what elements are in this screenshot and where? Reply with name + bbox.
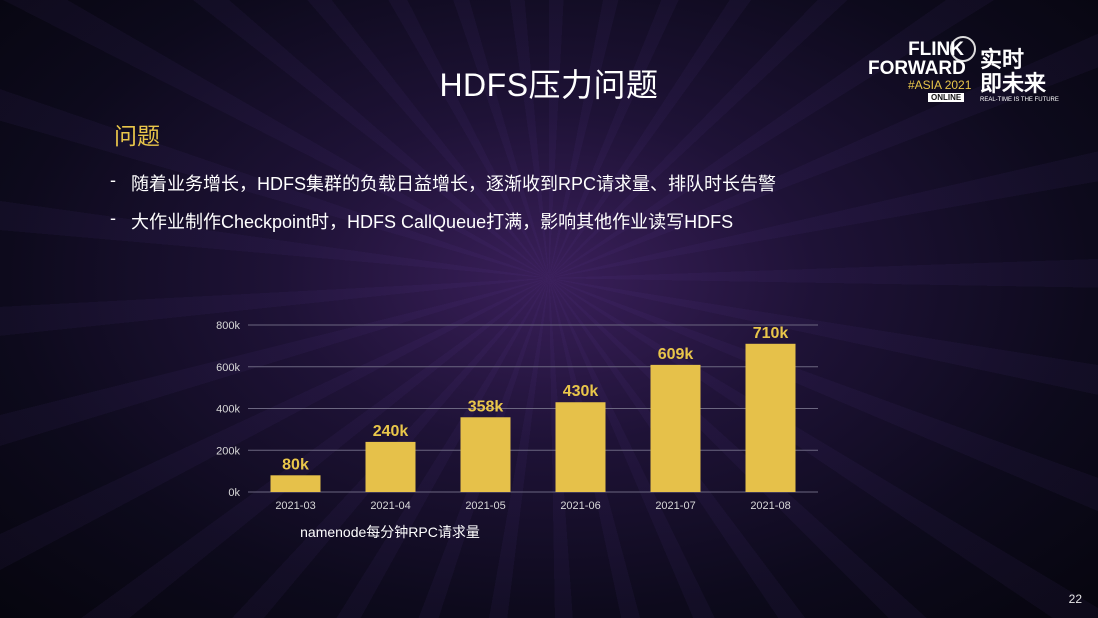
x-tick-label: 2021-03 <box>275 500 315 512</box>
data-label: 430k <box>563 383 599 400</box>
y-tick-label: 800k <box>216 320 240 332</box>
bar <box>270 475 321 492</box>
data-label: 80k <box>282 456 309 473</box>
data-label: 240k <box>373 423 409 440</box>
logo-cn-line2: 即未来 <box>980 71 1047 96</box>
section-heading: 问题 <box>114 123 160 149</box>
flink-forward-logo: FLINK FORWARD #ASIA 2021 ONLINE 实时 即未来 R… <box>868 36 1059 106</box>
bullet-text: 大作业制作Checkpoint时，HDFS CallQueue打满，影响其他作业… <box>131 212 734 232</box>
chart-svg: 0k 200k 400k 600k 800k 80k 2021-03 240k 2021-04 3… <box>216 320 818 512</box>
rpc-bar-chart: 0k 200k 400k 600k 800k 80k 2021-03 240k 2021-04 3… <box>200 310 840 545</box>
logo-line2: FORWARD <box>868 58 966 79</box>
y-tick-label: 600k <box>216 362 240 374</box>
bar <box>460 417 511 492</box>
bullet-marker: - <box>110 208 116 228</box>
x-tick-label: 2021-04 <box>370 500 410 512</box>
bullet-marker: - <box>110 170 116 190</box>
bar <box>365 441 416 492</box>
logo-event: #ASIA 2021 <box>908 78 972 92</box>
bar <box>650 364 701 492</box>
logo-cn: 实时 即未来 <box>980 48 1046 96</box>
logo-line1: FLINK <box>908 39 964 60</box>
slide-title: HDFS压力问题 <box>439 67 659 103</box>
y-tick-label: 400k <box>216 404 240 416</box>
logo-badge: ONLINE <box>928 93 965 102</box>
data-label: 609k <box>658 346 694 363</box>
logo-cn-line1: 实时 <box>980 47 1025 72</box>
x-tick-label: 2021-08 <box>750 500 790 512</box>
x-tick-label: 2021-05 <box>465 500 505 512</box>
x-tick-label: 2021-06 <box>560 500 600 512</box>
bullet-text: 随着业务增长，HDFS集群的负载日益增长，逐渐收到RPC请求量、排队时长告警 <box>131 174 776 194</box>
bar <box>555 402 606 492</box>
logo-tagline: REAL-TIME IS THE FUTURE <box>980 97 1059 103</box>
y-tick-label: 0k <box>228 487 240 499</box>
page-number: 22 <box>1068 592 1082 606</box>
x-tick-label: 2021-07 <box>655 500 695 512</box>
data-label: 358k <box>468 398 504 415</box>
chart-xlabel: namenode每分钟RPC请求量 <box>300 524 480 540</box>
data-label: 710k <box>753 325 789 342</box>
y-tick-label: 200k <box>216 445 240 457</box>
logo-wordmark: FLINK FORWARD <box>868 39 966 79</box>
squirrel-logo-icon <box>950 36 976 62</box>
bar <box>745 343 796 492</box>
